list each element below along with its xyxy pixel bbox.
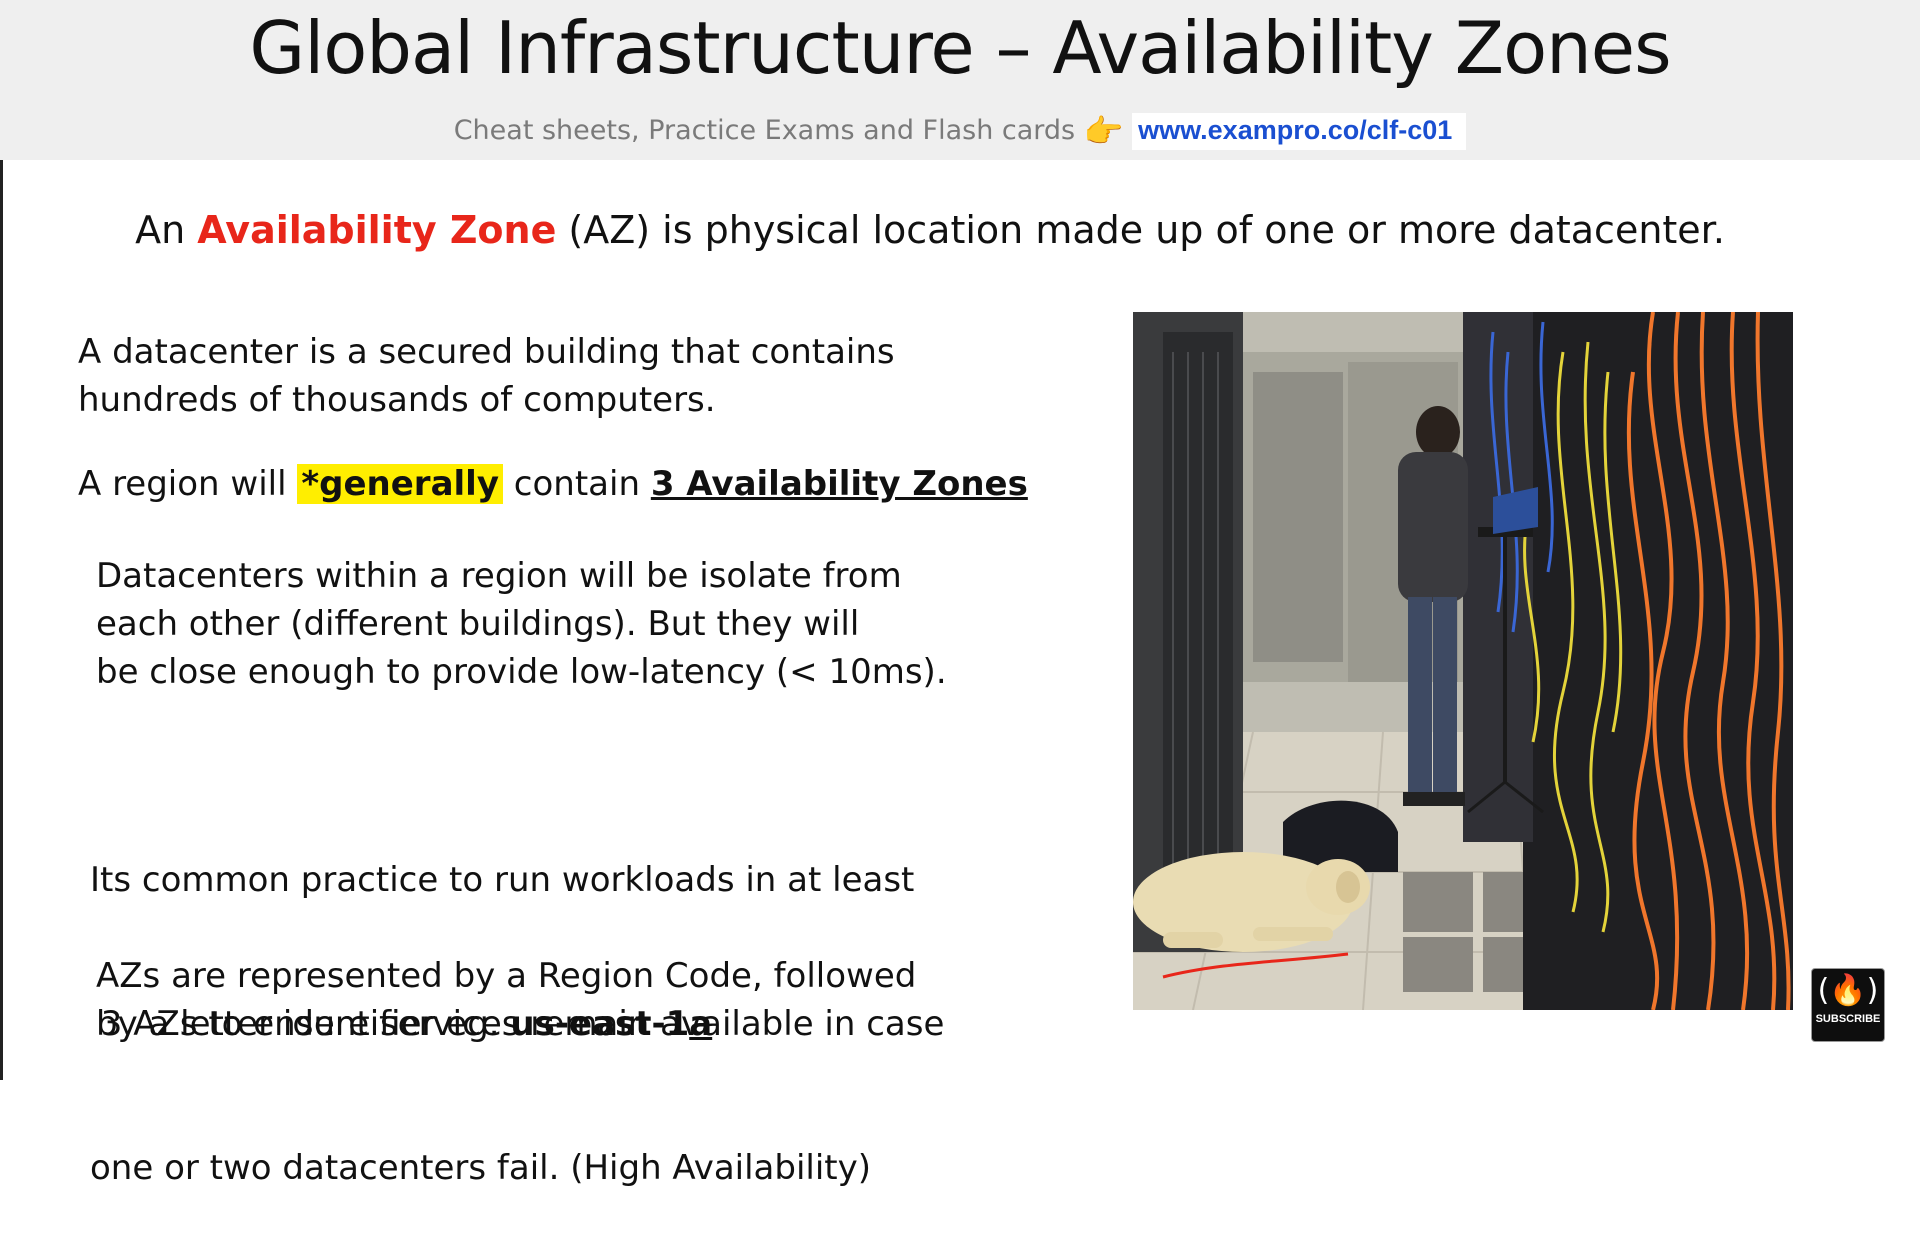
isolation-line-3: be close enough to provide low-latency (…: [96, 652, 947, 692]
subtitle-text: Cheat sheets, Practice Exams and Flash c…: [453, 115, 1076, 146]
slide-header: Global Infrastructure – Availability Zon…: [0, 0, 1920, 160]
codes-line-1: AZs are represented by a Region Code, fo…: [96, 956, 917, 996]
datacenter-line-2: hundreds of thousands of computers.: [78, 380, 716, 420]
isolation-paragraph: Datacenters within a region will be isol…: [96, 552, 947, 696]
isolation-line-1: Datacenters within a region will be isol…: [96, 556, 902, 596]
region-paragraph: A region will *generally contain 3 Avail…: [78, 460, 1028, 508]
codes-paragraph: AZs are represented by a Region Code, fo…: [96, 952, 916, 1048]
generally-highlight: *generally: [297, 464, 503, 504]
exampro-link[interactable]: www.exampro.co/clf-c01: [1132, 113, 1467, 150]
datacenter-line-1: A datacenter is a secured building that …: [78, 332, 895, 372]
az-code-letter: a: [689, 1004, 713, 1044]
datacenter-paragraph: A datacenter is a secured building that …: [78, 328, 895, 424]
az-definition: An Availability Zone (AZ) is physical lo…: [0, 208, 1860, 252]
definition-term: Availability Zone: [197, 208, 557, 252]
az-code-main: us-east-1: [510, 1004, 690, 1044]
definition-suffix: (AZ) is physical location made up of one…: [556, 208, 1725, 252]
codes-line-2-prefix: by a letter identifier eg.: [96, 1004, 511, 1044]
isolation-line-2: each other (different buildings). But th…: [96, 604, 860, 644]
practice-line-2: 3 AZs to ensure services remain availabl…: [90, 1004, 945, 1044]
region-middle: contain: [502, 464, 651, 504]
datacenter-photo-illustration: [1133, 312, 1793, 1010]
subscribe-button[interactable]: (🔥) SUBSCRIBE: [1811, 968, 1885, 1042]
practice-line-1: Its common practice to run workloads in …: [90, 860, 915, 900]
three-az-emphasis: 3 Availability Zones: [650, 464, 1028, 504]
definition-prefix: An: [135, 208, 198, 252]
codes-line-2: by a letter identifier eg. us-east-1a: [96, 1000, 916, 1048]
freecodecamp-flame-icon: (🔥): [1817, 973, 1879, 1008]
practice-line-3: one or two datacenters fail. (High Avail…: [90, 1148, 872, 1188]
region-prefix: A region will: [78, 464, 298, 504]
pointing-hand-icon: 👉: [1083, 112, 1124, 150]
datacenter-photo: [1133, 312, 1793, 1010]
left-divider: [0, 160, 3, 1080]
subtitle-row: Cheat sheets, Practice Exams and Flash c…: [0, 112, 1920, 150]
subscribe-label: SUBSCRIBE: [1815, 1013, 1881, 1025]
slide-title: Global Infrastructure – Availability Zon…: [249, 6, 1671, 90]
